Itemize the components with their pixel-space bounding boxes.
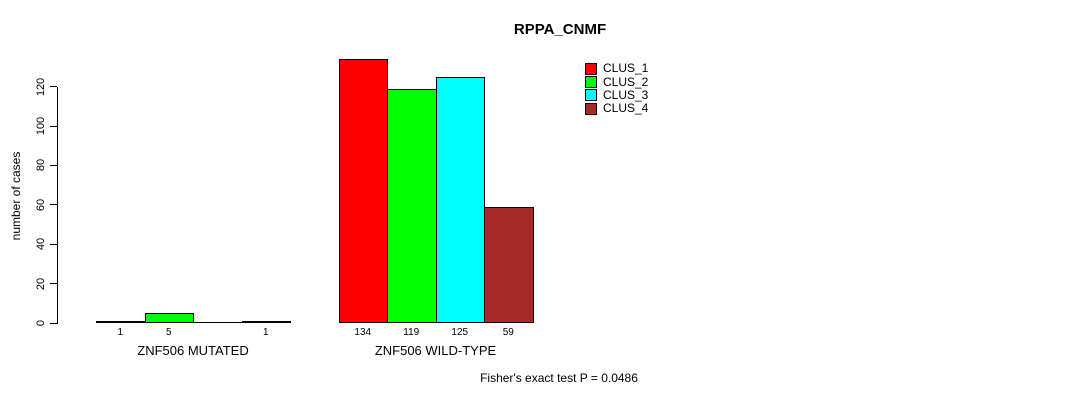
y-tick-label: 100 [35,116,47,136]
bar [484,206,534,323]
group-label: ZNF506 WILD-TYPE [374,343,497,358]
bar [241,321,291,323]
y-tick [49,204,57,206]
y-tick-label: 80 [35,159,47,172]
y-tick-label: 0 [35,319,47,327]
bar [435,76,485,323]
y-tick [49,86,57,88]
y-axis-line [56,86,58,324]
legend-label: CLUS_1 [603,61,649,76]
footer-note: Fisher's exact test P = 0.0486 [480,371,638,385]
y-tick-label: 40 [35,238,47,251]
bar-value-label: 5 [165,327,172,338]
bar [144,313,194,323]
bar [338,59,388,323]
legend-swatch [585,102,597,115]
legend-swatch [585,62,597,75]
y-tick [49,164,57,166]
bar-value-label: 119 [403,327,420,338]
y-tick-label: 20 [35,277,47,290]
legend-label: CLUS_4 [603,101,649,116]
y-tick [49,125,57,127]
legend-item: CLUS_1 [585,62,648,75]
chart-title: RPPA_CNMF [513,21,607,38]
legend-item: CLUS_3 [585,87,649,102]
bar-value-label: 134 [354,327,372,338]
bar-value-label: 1 [117,327,124,338]
y-tick [49,243,57,245]
legend-label: CLUS_2 [603,74,649,89]
y-tick-label: 120 [35,77,47,96]
bar [96,321,146,323]
y-tick-label: 60 [35,198,47,211]
legend-label: CLUS_3 [603,87,649,102]
legend-item: CLUS_4 [585,102,648,115]
legend-swatch [585,89,597,102]
y-tick [49,322,57,324]
group-label: ZNF506 MUTATED [137,343,249,358]
bar-value-label: 1 [262,327,269,338]
legend: CLUS_1 CLUS_2 CLUS_3 CLUS_4 [585,62,648,116]
y-tick [49,283,57,285]
legend-item: CLUS_2 [585,74,649,89]
bar-value-label: 59 [502,327,514,338]
legend-swatch [585,76,597,89]
bar-value-label: 125 [451,327,469,338]
bar [387,88,437,323]
